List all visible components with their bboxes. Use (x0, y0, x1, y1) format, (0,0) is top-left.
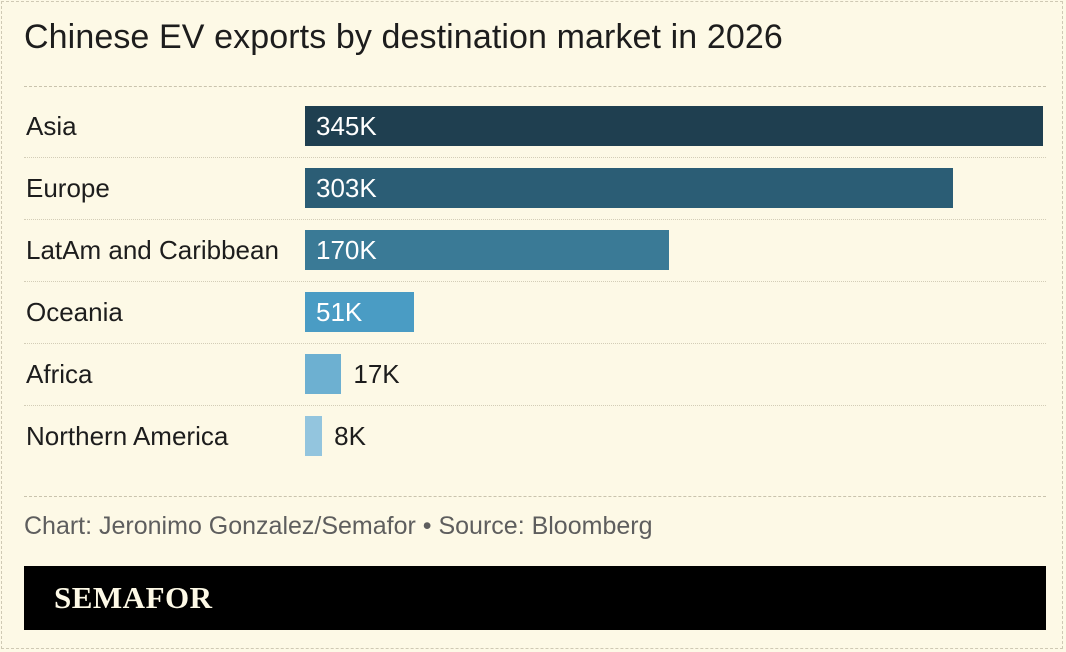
chart-title: Chinese EV exports by destination market… (24, 18, 783, 56)
source-credit: Chart: Jeronimo Gonzalez/Semafor • Sourc… (24, 512, 653, 540)
value-label: 303K (316, 173, 377, 203)
category-label: Africa (26, 359, 93, 389)
brand-bar: SEMAFOR (24, 566, 1046, 630)
bar (305, 292, 415, 332)
row-separator (24, 157, 1046, 158)
row-separator (24, 343, 1046, 344)
category-label: LatAm and Caribbean (26, 235, 279, 265)
value-label: 17K (353, 359, 400, 389)
bar (305, 416, 323, 456)
footer-divider (24, 496, 1046, 497)
category-label: Europe (26, 173, 110, 203)
row-separator (24, 281, 1046, 282)
value-label: 8K (334, 421, 366, 451)
category-label: Oceania (26, 297, 123, 327)
category-label: Northern America (26, 421, 229, 451)
value-label: 170K (316, 235, 377, 265)
brand-logo: SEMAFOR (54, 580, 213, 615)
title-divider (24, 86, 1046, 87)
bar (305, 106, 1043, 146)
bar (305, 168, 954, 208)
value-label: 51K (316, 297, 363, 327)
bar (305, 230, 669, 270)
category-label: Asia (26, 111, 77, 141)
row-separator (24, 405, 1046, 406)
bar (305, 354, 342, 394)
value-label: 345K (316, 111, 377, 141)
row-separator (24, 219, 1046, 220)
